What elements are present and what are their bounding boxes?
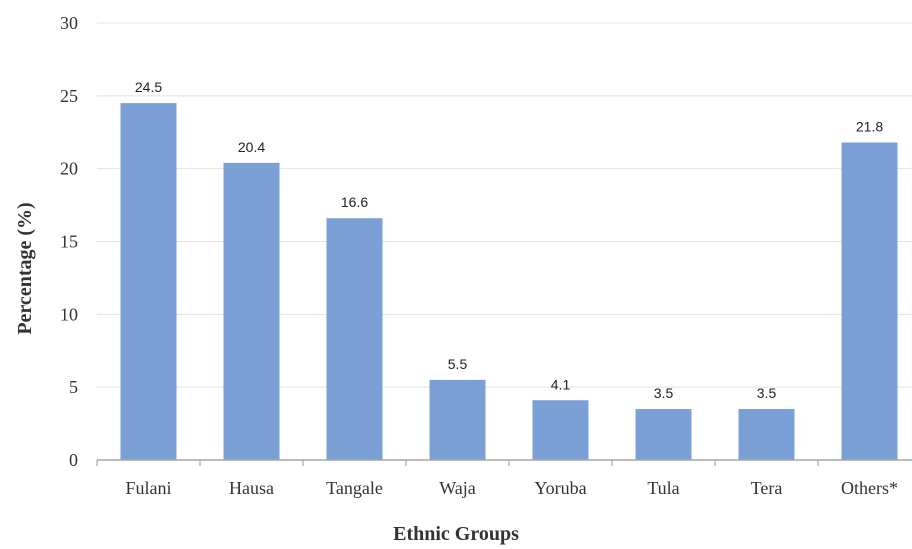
x-tick-label: Yoruba [534, 478, 586, 498]
data-label: 20.4 [238, 139, 265, 155]
x-tick-label: Waja [439, 478, 476, 498]
bar-yoruba [532, 400, 589, 460]
data-labels: 24.5 20.4 16.6 5.5 4.1 3.5 3.5 21.8 [135, 79, 883, 401]
y-axis-tick-labels: 0 5 10 15 20 25 30 [60, 13, 78, 470]
y-tick-label: 30 [60, 13, 78, 33]
x-tick-label: Tula [647, 478, 679, 498]
data-label: 21.8 [856, 118, 883, 134]
y-tick-label: 0 [69, 450, 78, 470]
x-axis [96, 459, 912, 466]
bar-tera [738, 409, 795, 460]
bar-tangale [326, 218, 383, 460]
y-tick-label: 20 [60, 159, 78, 179]
bar-fulani [120, 103, 177, 460]
bar-others [841, 142, 898, 461]
data-label: 16.6 [341, 194, 368, 210]
bar-waja [429, 379, 486, 460]
data-label: 4.1 [551, 376, 571, 392]
y-axis-title: Percentage (%) [14, 202, 36, 334]
x-tick-label: Hausa [229, 478, 274, 498]
gridlines [97, 22, 912, 388]
y-tick-label: 15 [60, 232, 78, 252]
y-tick-label: 5 [69, 377, 78, 397]
data-label: 3.5 [757, 385, 777, 401]
bar-hausa [223, 162, 280, 460]
bar-tula [635, 409, 692, 460]
x-tick-label: Others* [841, 478, 898, 498]
y-tick-label: 10 [60, 304, 78, 324]
x-tick-label: Fulani [125, 478, 171, 498]
x-tick-label: Tera [751, 478, 783, 498]
bars-group [120, 103, 898, 461]
data-label: 5.5 [448, 356, 468, 372]
x-axis-tick-labels: Fulani Hausa Tangale Waja Yoruba Tula Tera Othe… [125, 478, 898, 498]
data-label: 24.5 [135, 79, 162, 95]
x-axis-title: Ethnic Groups [393, 523, 519, 545]
y-tick-label: 25 [60, 86, 78, 106]
x-tick-label: Tangale [326, 478, 383, 498]
data-label: 3.5 [654, 385, 674, 401]
